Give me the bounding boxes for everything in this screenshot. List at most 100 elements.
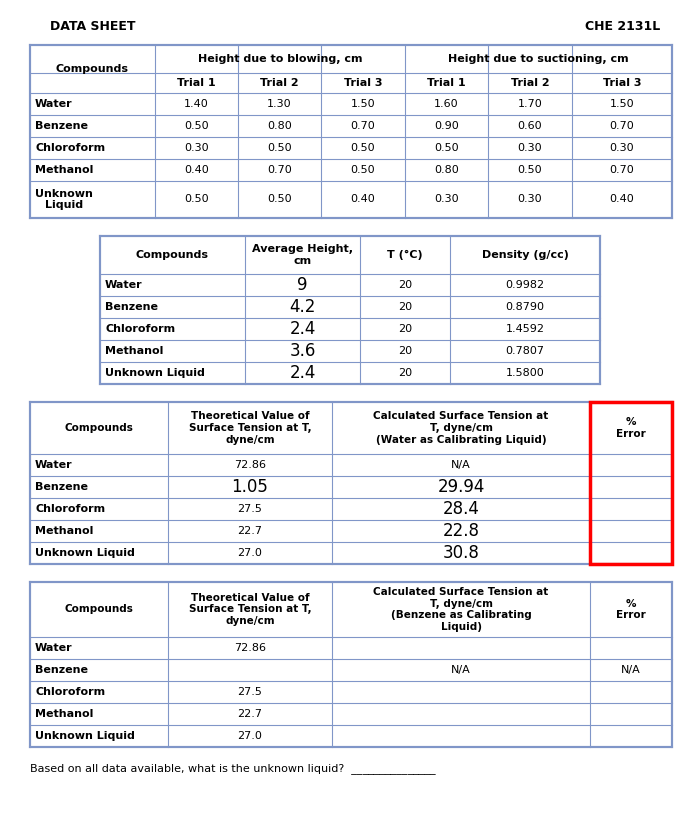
Text: 2.4: 2.4 bbox=[289, 364, 316, 382]
Text: 22.7: 22.7 bbox=[238, 709, 263, 719]
Text: Benzene: Benzene bbox=[105, 302, 158, 312]
Text: 28.4: 28.4 bbox=[442, 500, 480, 518]
Text: T (°C): T (°C) bbox=[387, 250, 423, 260]
Text: 1.05: 1.05 bbox=[231, 478, 268, 496]
Text: DATA SHEET: DATA SHEET bbox=[50, 20, 136, 33]
Text: 0.50: 0.50 bbox=[351, 143, 375, 153]
Text: 0.40: 0.40 bbox=[610, 195, 635, 205]
Text: 3.6: 3.6 bbox=[289, 342, 316, 360]
Text: 0.50: 0.50 bbox=[518, 165, 542, 175]
Text: 0.70: 0.70 bbox=[610, 121, 635, 131]
Text: Methanol: Methanol bbox=[35, 165, 94, 175]
Text: N/A: N/A bbox=[451, 665, 471, 675]
Text: 20: 20 bbox=[398, 302, 412, 312]
Text: Compounds: Compounds bbox=[136, 250, 209, 260]
Text: Benzene: Benzene bbox=[35, 482, 88, 492]
Text: 30.8: 30.8 bbox=[442, 544, 480, 562]
Text: Methanol: Methanol bbox=[105, 346, 164, 356]
Text: Compounds: Compounds bbox=[56, 64, 129, 74]
Text: Chloroform: Chloroform bbox=[105, 324, 175, 334]
Text: 0.90: 0.90 bbox=[434, 121, 459, 131]
Text: 1.40: 1.40 bbox=[184, 99, 209, 109]
Text: Unknown Liquid: Unknown Liquid bbox=[35, 731, 135, 741]
Bar bbox=[30, 582, 672, 747]
Text: 0.70: 0.70 bbox=[351, 121, 375, 131]
Text: Unknown Liquid: Unknown Liquid bbox=[105, 368, 205, 378]
Text: 9: 9 bbox=[297, 276, 308, 294]
Text: Chloroform: Chloroform bbox=[35, 504, 105, 514]
Text: 20: 20 bbox=[398, 346, 412, 356]
Bar bbox=[30, 402, 672, 564]
Text: Benzene: Benzene bbox=[35, 665, 88, 675]
Text: 0.50: 0.50 bbox=[267, 143, 291, 153]
Text: Compounds: Compounds bbox=[64, 423, 134, 433]
Text: Unknown
Liquid: Unknown Liquid bbox=[35, 189, 93, 210]
Text: 20: 20 bbox=[398, 280, 412, 290]
Text: 0.8790: 0.8790 bbox=[505, 302, 545, 312]
Text: Based on all data available, what is the unknown liquid?  _______________: Based on all data available, what is the… bbox=[30, 763, 435, 774]
Text: 2.4: 2.4 bbox=[289, 320, 316, 338]
Text: 20: 20 bbox=[398, 368, 412, 378]
Text: 0.40: 0.40 bbox=[184, 165, 209, 175]
Text: Unknown Liquid: Unknown Liquid bbox=[35, 548, 135, 558]
Text: Theoretical Value of
Surface Tension at T,
dyne/cm: Theoretical Value of Surface Tension at … bbox=[189, 593, 311, 626]
Text: 22.7: 22.7 bbox=[238, 526, 263, 536]
Text: 4.2: 4.2 bbox=[289, 298, 316, 316]
Text: 0.30: 0.30 bbox=[518, 143, 542, 153]
Text: 0.30: 0.30 bbox=[185, 143, 209, 153]
Text: Trial 1: Trial 1 bbox=[177, 78, 216, 88]
Text: 0.50: 0.50 bbox=[267, 195, 291, 205]
Text: 0.50: 0.50 bbox=[185, 195, 209, 205]
Text: 29.94: 29.94 bbox=[438, 478, 484, 496]
Text: Theoretical Value of
Surface Tension at T,
dyne/cm: Theoretical Value of Surface Tension at … bbox=[189, 411, 311, 444]
Text: Calculated Surface Tension at
T, dyne/cm
(Benzene as Calibrating
Liquid): Calculated Surface Tension at T, dyne/cm… bbox=[373, 587, 549, 631]
Text: 0.50: 0.50 bbox=[434, 143, 459, 153]
Text: Compounds: Compounds bbox=[64, 605, 134, 615]
Text: Water: Water bbox=[35, 99, 73, 109]
Text: Trial 2: Trial 2 bbox=[260, 78, 298, 88]
Text: 1.4592: 1.4592 bbox=[505, 324, 545, 334]
Text: 0.40: 0.40 bbox=[351, 195, 375, 205]
Text: 1.5800: 1.5800 bbox=[505, 368, 545, 378]
Text: 0.30: 0.30 bbox=[518, 195, 542, 205]
Text: 72.86: 72.86 bbox=[234, 643, 266, 653]
Text: Density (g/cc): Density (g/cc) bbox=[482, 250, 568, 260]
Text: 1.50: 1.50 bbox=[610, 99, 634, 109]
Text: Trial 1: Trial 1 bbox=[427, 78, 466, 88]
Text: 27.0: 27.0 bbox=[238, 548, 262, 558]
Bar bbox=[30, 45, 672, 218]
Text: 1.70: 1.70 bbox=[518, 99, 542, 109]
Text: Height due to suctioning, cm: Height due to suctioning, cm bbox=[448, 54, 629, 64]
Text: 0.50: 0.50 bbox=[185, 121, 209, 131]
Text: 27.0: 27.0 bbox=[238, 731, 262, 741]
Text: 0.60: 0.60 bbox=[518, 121, 542, 131]
Text: Methanol: Methanol bbox=[35, 526, 94, 536]
Text: Calculated Surface Tension at
T, dyne/cm
(Water as Calibrating Liquid): Calculated Surface Tension at T, dyne/cm… bbox=[373, 411, 549, 444]
Text: 0.30: 0.30 bbox=[610, 143, 634, 153]
Text: Height due to blowing, cm: Height due to blowing, cm bbox=[198, 54, 362, 64]
Text: 0.50: 0.50 bbox=[351, 165, 375, 175]
Text: 0.30: 0.30 bbox=[434, 195, 459, 205]
Text: Trial 3: Trial 3 bbox=[603, 78, 641, 88]
Text: Water: Water bbox=[105, 280, 143, 290]
Text: 0.80: 0.80 bbox=[267, 121, 292, 131]
Text: CHE 2131L: CHE 2131L bbox=[585, 20, 660, 33]
Text: 27.5: 27.5 bbox=[238, 687, 262, 697]
Text: 0.80: 0.80 bbox=[434, 165, 459, 175]
Text: 0.9982: 0.9982 bbox=[505, 280, 545, 290]
Text: N/A: N/A bbox=[451, 460, 471, 470]
Text: Water: Water bbox=[35, 460, 73, 470]
Bar bbox=[590, 402, 672, 564]
Text: 1.50: 1.50 bbox=[351, 99, 375, 109]
Text: Trial 2: Trial 2 bbox=[511, 78, 549, 88]
Text: 0.7807: 0.7807 bbox=[505, 346, 545, 356]
Text: Average Height,
cm: Average Height, cm bbox=[252, 245, 353, 265]
Text: 1.60: 1.60 bbox=[434, 99, 459, 109]
Text: %
Error: % Error bbox=[616, 417, 646, 438]
Text: 72.86: 72.86 bbox=[234, 460, 266, 470]
Text: Chloroform: Chloroform bbox=[35, 143, 105, 153]
Bar bbox=[100, 236, 600, 384]
Text: 20: 20 bbox=[398, 324, 412, 334]
Text: 1.30: 1.30 bbox=[267, 99, 291, 109]
Text: 22.8: 22.8 bbox=[442, 522, 480, 540]
